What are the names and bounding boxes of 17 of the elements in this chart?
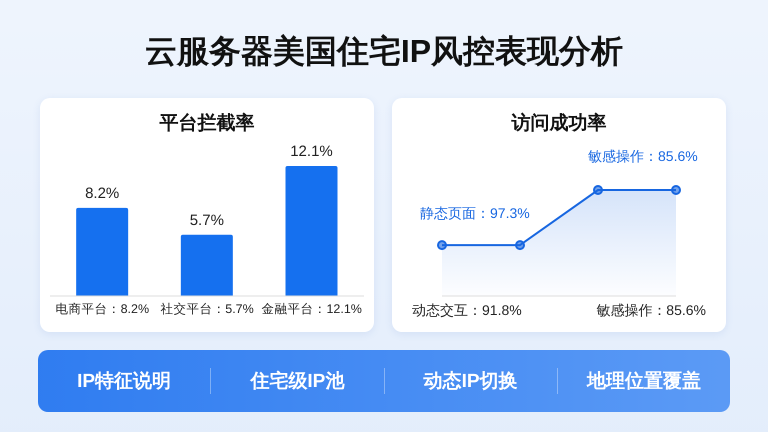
chart-title: 云服务器美国住宅IP风控表现分析 [144,32,624,71]
chart-title: 访问成功率 [510,112,608,136]
text: 地理位置覆盖 [556,368,730,394]
x-tick-label: 社交平台：5.7% [160,300,254,316]
text: 住宅级IP池 [210,368,384,394]
annotation: 静态页面：97.3% [420,205,530,223]
text: IP特征说明 [76,370,172,394]
data-label: 5.7% [190,212,224,229]
chart-subtitle: 平台拦截率 [158,112,256,136]
data-label: 8.2% [85,184,120,202]
x-tick-label: 金融平台：12.1% [261,302,362,316]
text: 敏感操作：85.6% [588,148,698,166]
text: 敏感操作：85.6% [596,302,706,320]
data-label: 12.1% [290,143,333,160]
text: 动态交互：91.8% [412,302,522,320]
x-tick-label: 电商平台：8.2% [56,302,150,316]
text: 动态IP切换 [384,368,557,394]
